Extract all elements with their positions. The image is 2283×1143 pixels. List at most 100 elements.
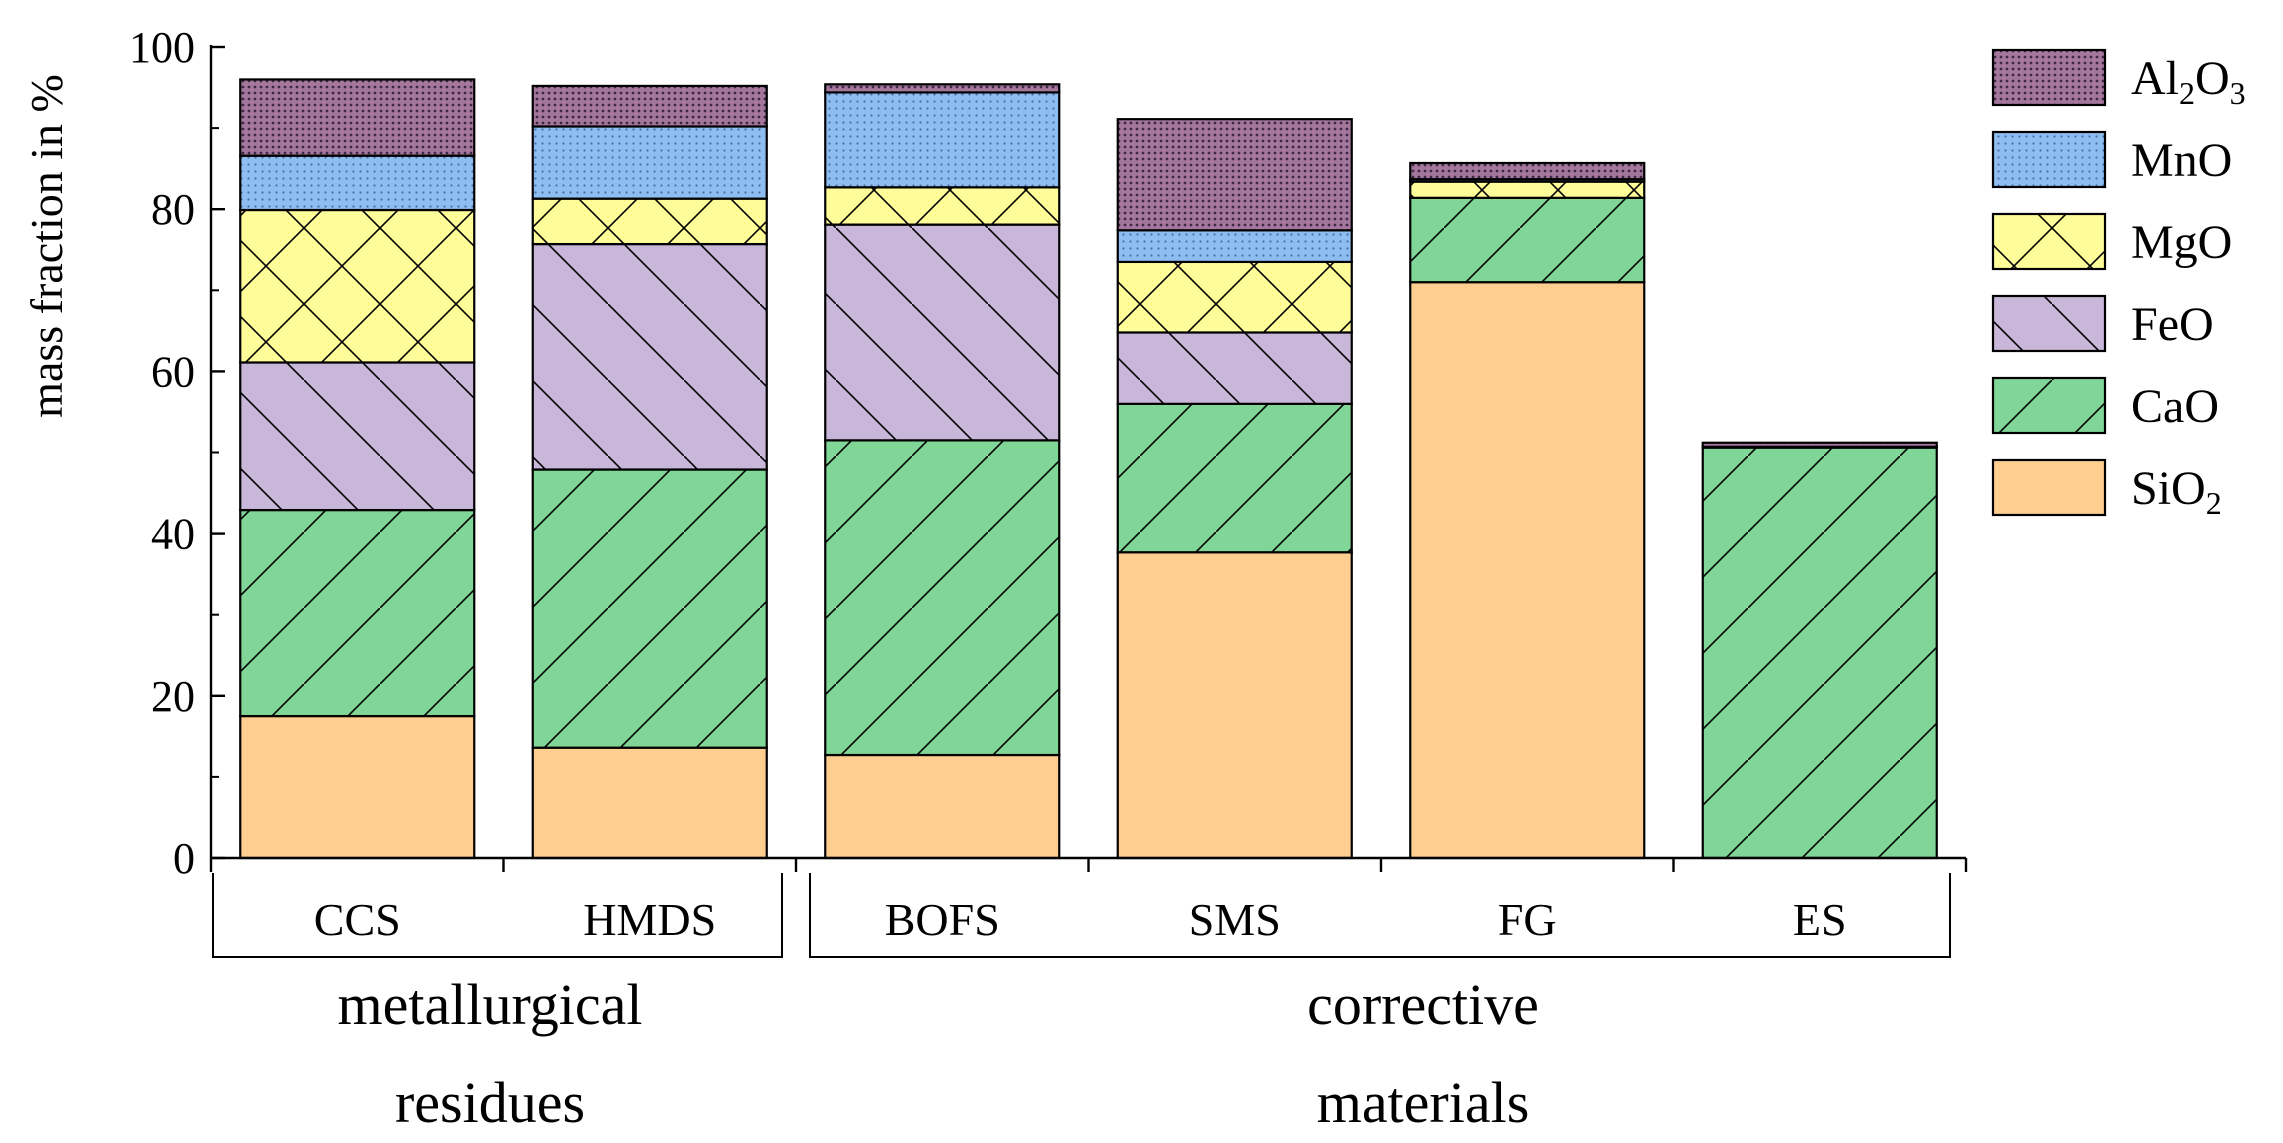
bar-pattern-sms-feo <box>1117 332 1352 404</box>
bar-stack-sms <box>1116 118 1353 860</box>
legend-swatch-pattern <box>1993 378 2105 433</box>
group-label-line2: residues <box>395 1070 585 1135</box>
bar-stack-es <box>1701 441 1938 860</box>
category-groups: metallurgical residues corrective materials <box>212 873 1951 1135</box>
bar-pattern-ccs-mno <box>240 155 475 211</box>
bar-hmds-sio2 <box>532 747 767 858</box>
bar-pattern-sms-mgo <box>1117 261 1352 333</box>
group-label-line1: metallurgical <box>338 972 643 1037</box>
legend-label: FeO <box>2131 298 2214 351</box>
y-axis-title: mass fraction in % <box>21 74 72 418</box>
group-label-line2: materials <box>1317 1070 1530 1135</box>
bar-pattern-ccs-mgo <box>240 210 475 363</box>
legend-swatch-outline <box>1991 458 2107 517</box>
legend-label-main: CaO <box>2131 380 2219 433</box>
bar-bofs-sio2 <box>825 755 1060 858</box>
legend-item-al2o3: Al2O3 <box>1991 48 2246 111</box>
bar-pattern-bofs-cao <box>825 440 1060 756</box>
group-bracket-1 <box>212 873 783 958</box>
legend-label-sub2: 3 <box>2230 75 2246 111</box>
y-tick-label-20: 20 <box>151 672 195 721</box>
bar-pattern-es-al2o3 <box>1702 442 1937 447</box>
bar-pattern-hmds-mno <box>532 126 767 199</box>
legend-swatch <box>1993 460 2105 515</box>
group-label-line1: corrective <box>1307 972 1539 1037</box>
bar-outline-bofs-al2o3 <box>824 83 1061 94</box>
bar-pattern-fg-mgo <box>1410 181 1645 198</box>
legend-label: Al2O3 <box>2131 52 2246 111</box>
legend-label-tail: O <box>2195 52 2230 105</box>
legend-item-mgo: MgO <box>1991 212 2232 271</box>
group-bracket-2 <box>809 873 1951 958</box>
bar-fg-sio2 <box>1410 282 1645 858</box>
y-tick-label-100: 100 <box>129 23 195 72</box>
legend-label-main: SiO <box>2131 462 2206 515</box>
y-tick-label-80: 80 <box>151 185 195 234</box>
legend-label-sub: 2 <box>2206 485 2222 521</box>
bar-pattern-ccs-feo <box>240 362 475 511</box>
legend-swatch-outline <box>1991 48 2107 107</box>
bar-pattern-sms-cao <box>1117 403 1352 553</box>
bar-pattern-bofs-al2o3 <box>825 84 1060 93</box>
x-tick-label-fg: FG <box>1498 894 1557 945</box>
bar-stack-ccs <box>239 78 476 860</box>
legend-label-main: FeO <box>2131 298 2214 351</box>
bar-stack-fg <box>1409 161 1646 860</box>
legend-swatch-outline <box>1991 294 2107 353</box>
bar-pattern-sms-mno <box>1117 230 1352 262</box>
bar-pattern-hmds-feo <box>532 244 767 470</box>
legend-label: MgO <box>2131 216 2232 269</box>
legend-swatch-outline <box>1991 212 2107 271</box>
legend-swatch-pattern <box>1993 50 2105 105</box>
bar-outline-hmds-al2o3 <box>531 84 768 128</box>
bar-pattern-fg-cao <box>1410 197 1645 283</box>
x-axis: CCS HMDS BOFS SMS FG ES <box>209 856 1968 945</box>
legend-label-main: Al <box>2131 52 2179 105</box>
legend-item-sio2: SiO2 <box>1991 458 2222 521</box>
bar-pattern-hmds-cao <box>532 469 767 748</box>
x-tick-label-bofs: BOFS <box>885 894 1000 945</box>
legend-label-main: MnO <box>2131 134 2232 187</box>
bar-stack-hmds <box>531 84 768 860</box>
bar-pattern-fg-al2o3 <box>1410 162 1645 180</box>
x-tick-label-sms: SMS <box>1189 894 1281 945</box>
legend-item-feo: FeO <box>1991 294 2214 353</box>
y-tick-label-40: 40 <box>151 510 195 559</box>
legend-swatch-outline <box>1991 130 2107 189</box>
y-tick-label-60: 60 <box>151 347 195 396</box>
bar-pattern-bofs-feo <box>825 224 1060 441</box>
bar-pattern-ccs-al2o3 <box>240 79 475 156</box>
bar-outline-fg-al2o3 <box>1409 161 1646 181</box>
bar-outline-es-al2o3 <box>1701 441 1938 448</box>
y-axis: 0 20 40 60 80 100 <box>129 23 225 883</box>
bar-pattern-hmds-al2o3 <box>532 85 767 127</box>
y-tick-label-0: 0 <box>173 834 195 883</box>
legend-swatch-pattern <box>1993 214 2105 269</box>
legend-label: MnO <box>2131 134 2232 187</box>
bar-pattern-bofs-mno <box>825 92 1060 188</box>
legend-label: CaO <box>2131 380 2219 433</box>
bar-ccs-sio2 <box>240 716 475 858</box>
bar-pattern-sms-al2o3 <box>1117 119 1352 231</box>
legend-label-main: MgO <box>2131 216 2232 269</box>
bar-pattern-es-cao <box>1702 447 1937 858</box>
legend-item-cao: CaO <box>1991 376 2219 435</box>
bar-stack-bofs <box>824 83 1061 860</box>
bar-pattern-fg-mno <box>1410 179 1645 182</box>
legend-item-mno: MnO <box>1991 130 2232 189</box>
legend-label: SiO2 <box>2131 462 2222 521</box>
legend-swatch-pattern <box>1993 132 2105 187</box>
plot-area <box>239 78 1938 860</box>
bar-pattern-ccs-cao <box>240 510 475 717</box>
legend-label-sub: 2 <box>2179 75 2195 111</box>
legend-swatch-pattern <box>1993 296 2105 351</box>
bar-sms-sio2 <box>1117 552 1352 858</box>
bar-outline-ccs-al2o3 <box>239 78 476 157</box>
x-tick-label-ccs: CCS <box>314 894 401 945</box>
x-tick-label-hmds: HMDS <box>583 894 716 945</box>
bar-pattern-bofs-mgo <box>825 187 1060 225</box>
legend-swatch-outline <box>1991 376 2107 435</box>
bar-outline-sms-al2o3 <box>1116 118 1353 232</box>
